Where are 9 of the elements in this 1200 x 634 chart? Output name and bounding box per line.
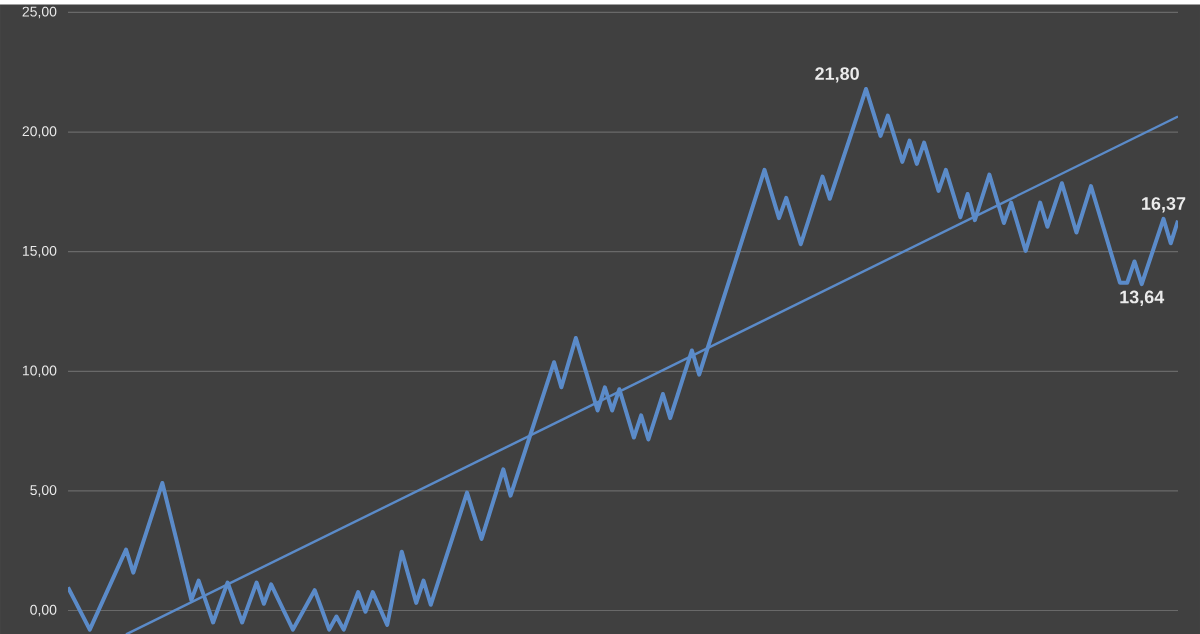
y-tick-label: 25,00 [22, 6, 57, 18]
y-tick-label: 15,00 [22, 245, 57, 258]
y-tick-label: 20,00 [22, 126, 57, 138]
data-label: 21,80 [815, 67, 859, 83]
data-label: 16,37 [1142, 196, 1186, 213]
data-label: 13,64 [1120, 290, 1165, 306]
y-tick-label: 5,00 [30, 484, 57, 497]
y-tick-label: 0,00 [30, 604, 57, 617]
y-tick-label: 10,00 [22, 365, 57, 377]
